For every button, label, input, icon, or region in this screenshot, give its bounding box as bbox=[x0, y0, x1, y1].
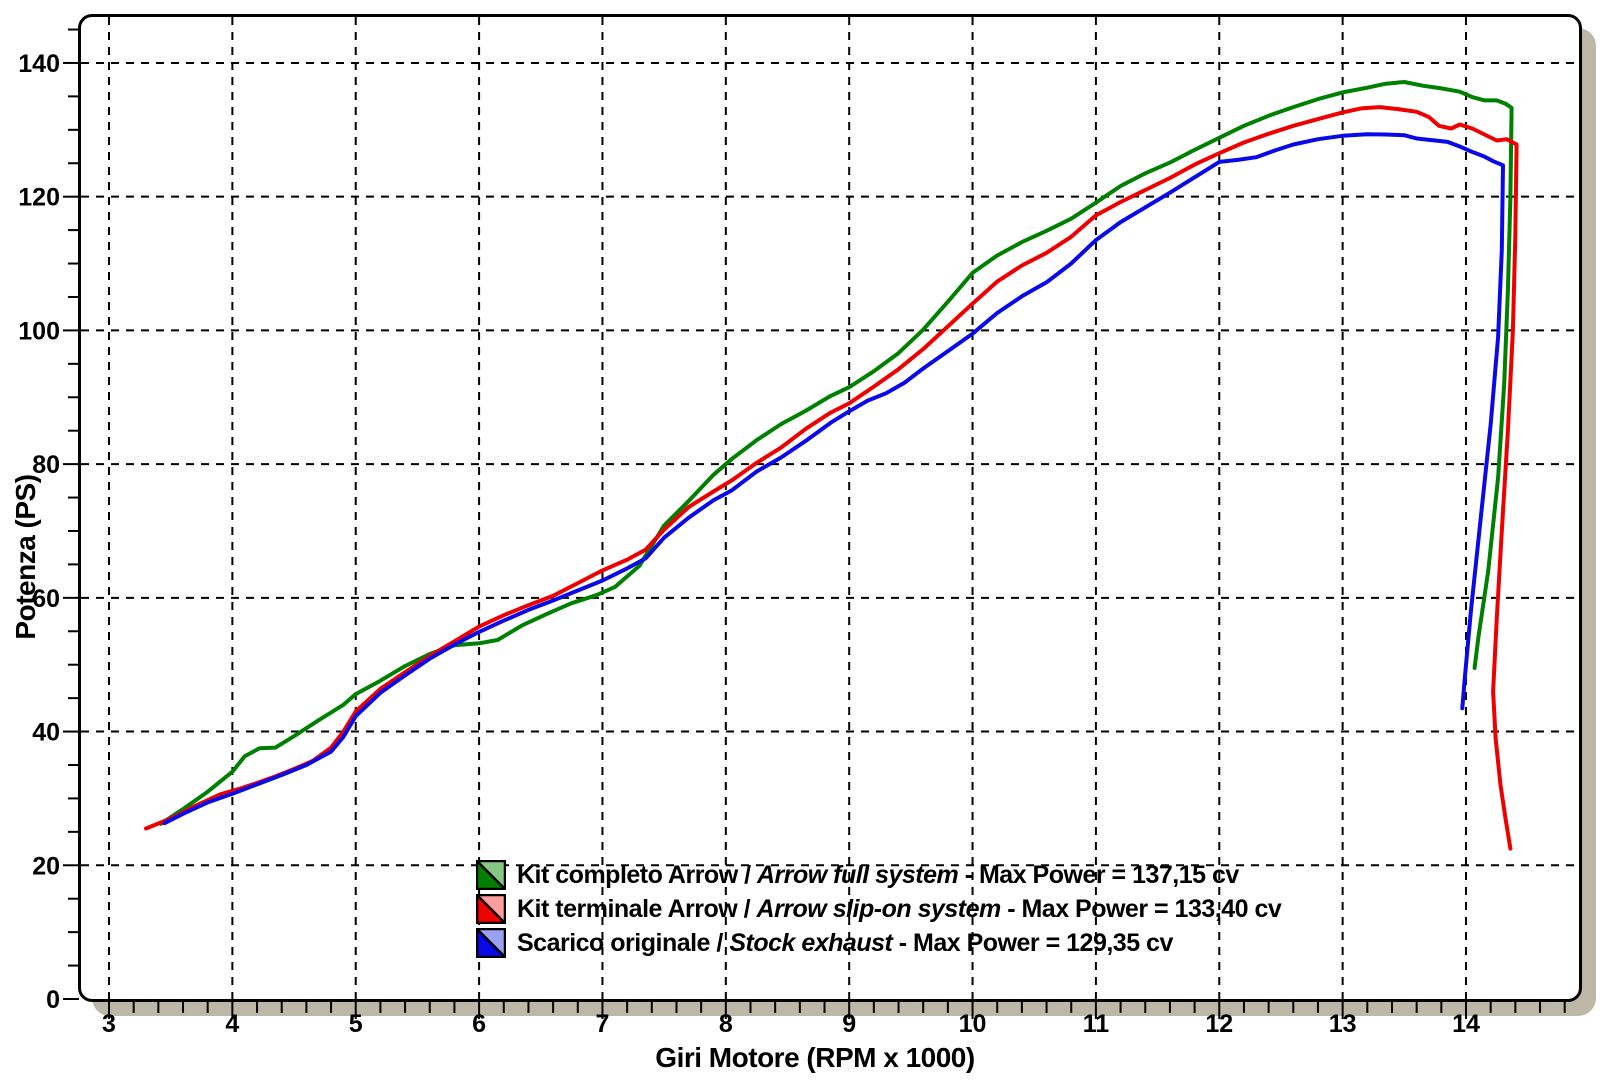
legend-label-italian: Kit terminale Arrow / bbox=[517, 894, 757, 923]
legend-max-power: - Max Power = 129,35 cv bbox=[892, 928, 1174, 957]
legend-label: Scarico originale / Stock exhaust - Max … bbox=[517, 929, 1173, 958]
x-tick-label: 3 bbox=[102, 1010, 116, 1038]
legend-swatch-red-icon bbox=[476, 894, 506, 924]
swatch-diagonal bbox=[476, 860, 506, 890]
swatch-diagonal bbox=[476, 894, 506, 924]
swatch-diagonal bbox=[476, 928, 506, 958]
swatch-border bbox=[476, 894, 506, 924]
x-tick-label: 10 bbox=[959, 1010, 987, 1038]
x-tick-label: 5 bbox=[349, 1010, 363, 1038]
x-tick-label: 9 bbox=[842, 1010, 856, 1038]
legend-label: Kit terminale Arrow / Arrow slip-on syst… bbox=[517, 894, 1282, 924]
x-tick-label: 12 bbox=[1205, 1010, 1233, 1038]
plot-frame-border bbox=[78, 14, 1582, 1002]
swatch-border bbox=[476, 860, 506, 890]
y-tick-label: 60 bbox=[32, 585, 60, 613]
legend-label-english: Arrow slip-on system bbox=[756, 894, 1002, 923]
legend-label-italian: Kit completo Arrow / bbox=[517, 860, 757, 889]
x-tick-label: 4 bbox=[225, 1010, 239, 1038]
legend-label-english: Stock exhaust bbox=[729, 928, 893, 957]
legend-label-english: Arrow full system bbox=[756, 860, 959, 889]
legend-item-kit-completo-arrow: Kit completo Arrow / Arrow full system -… bbox=[476, 860, 1281, 890]
legend-swatch-green-icon bbox=[476, 860, 506, 890]
y-axis-title: Potenza (PS) bbox=[10, 474, 41, 640]
y-tick-label: 80 bbox=[32, 451, 60, 479]
legend: Kit completo Arrow / Arrow full system -… bbox=[476, 860, 1282, 958]
y-tick-label: 140 bbox=[18, 50, 60, 78]
y-tick-label: 40 bbox=[32, 719, 60, 747]
x-tick-label: 8 bbox=[719, 1010, 733, 1038]
x-tick-label: 14 bbox=[1452, 1010, 1480, 1038]
legend-swatch-blue-icon bbox=[476, 928, 506, 958]
plot-background bbox=[78, 14, 1582, 1002]
y-tick-label: 120 bbox=[18, 184, 60, 212]
curve-kit-completo-arrow bbox=[158, 80, 1514, 826]
y-tick-label: 20 bbox=[32, 852, 60, 880]
legend-label-italian: Scarico originale / bbox=[517, 928, 730, 957]
legend-item-scarico-originale: Scarico originale / Stock exhaust - Max … bbox=[476, 928, 1281, 958]
legend-label: Kit completo Arrow / Arrow full system -… bbox=[517, 861, 1239, 890]
swatch-border bbox=[476, 928, 506, 958]
curve-kit-terminale-arrow bbox=[144, 105, 1519, 851]
y-tick-label: 0 bbox=[46, 986, 60, 1014]
x-tick-label: 6 bbox=[472, 1010, 486, 1038]
curve-scarico-originale bbox=[162, 132, 1505, 826]
legend-max-power: - Max Power = 133,40 cv bbox=[1000, 894, 1282, 923]
y-tick-label: 100 bbox=[18, 317, 60, 345]
x-tick-label: 13 bbox=[1329, 1010, 1357, 1038]
x-tick-label: 7 bbox=[596, 1010, 610, 1038]
x-tick-label: 11 bbox=[1083, 1010, 1110, 1038]
legend-max-power: - Max Power = 137,15 cv bbox=[958, 860, 1240, 889]
legend-item-kit-terminale-arrow: Kit terminale Arrow / Arrow slip-on syst… bbox=[476, 894, 1282, 924]
x-axis-title: Giri Motore (RPM x 1000) bbox=[655, 1042, 975, 1073]
